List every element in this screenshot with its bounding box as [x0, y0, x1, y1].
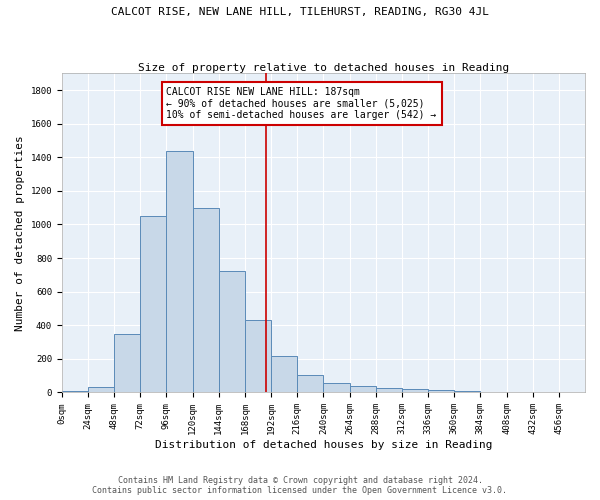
Bar [219, 270, 245, 392]
Text: Contains HM Land Registry data © Crown copyright and database right 2024.
Contai: Contains HM Land Registry data © Crown c… [92, 476, 508, 495]
Bar [166, 150, 193, 392]
Bar [428, 390, 454, 392]
Bar [140, 216, 166, 392]
Text: CALCOT RISE, NEW LANE HILL, TILEHURST, READING, RG30 4JL: CALCOT RISE, NEW LANE HILL, TILEHURST, R… [111, 8, 489, 18]
Text: CALCOT RISE NEW LANE HILL: 187sqm
← 90% of detached houses are smaller (5,025)
1: CALCOT RISE NEW LANE HILL: 187sqm ← 90% … [166, 86, 437, 120]
Bar [62, 391, 88, 392]
Bar [271, 356, 297, 392]
Title: Size of property relative to detached houses in Reading: Size of property relative to detached ho… [138, 62, 509, 72]
Y-axis label: Number of detached properties: Number of detached properties [15, 135, 25, 331]
Bar [350, 386, 376, 392]
Bar [297, 375, 323, 392]
Bar [114, 334, 140, 392]
Bar [245, 320, 271, 392]
Bar [323, 383, 350, 392]
X-axis label: Distribution of detached houses by size in Reading: Distribution of detached houses by size … [155, 440, 492, 450]
Bar [454, 391, 481, 392]
Bar [193, 208, 219, 392]
Bar [376, 388, 402, 392]
Bar [88, 388, 114, 392]
Bar [402, 390, 428, 392]
